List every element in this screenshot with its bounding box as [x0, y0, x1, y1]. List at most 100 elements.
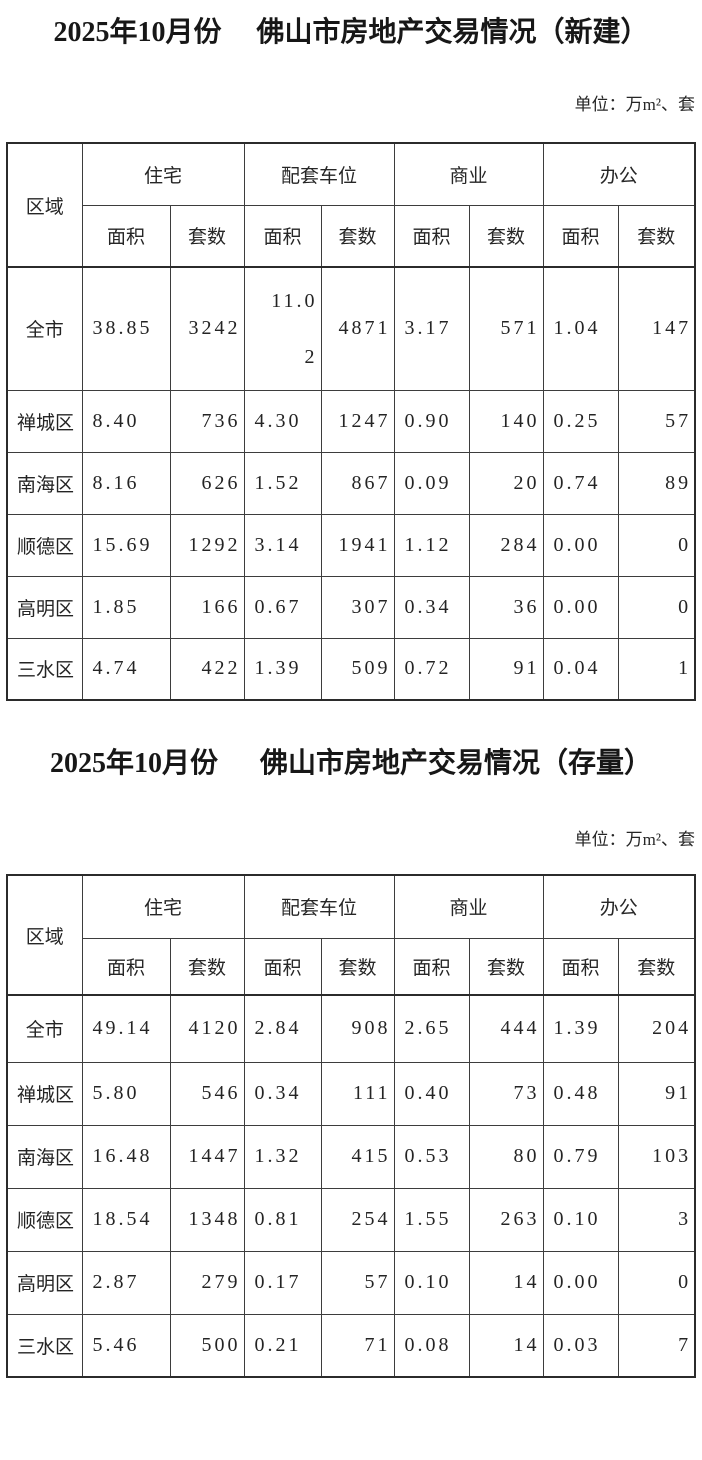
sub-header-count: 套数 [617, 937, 696, 996]
count-value-cell: 1247 [320, 389, 395, 453]
area-value-cell: 0.00 [542, 1250, 619, 1315]
header-group-row: 区域 住宅 配套车位 商业 办公 [6, 874, 696, 996]
count-value-cell: 3 [617, 1187, 696, 1252]
count-value-cell: 500 [169, 1313, 245, 1378]
region-cell: 顺德区 [6, 513, 83, 577]
region-cell: 全市 [6, 266, 83, 391]
count-value-cell: 415 [320, 1124, 395, 1189]
count-value-cell: 0 [617, 1250, 696, 1315]
table-row: 高明区 1.85 166 0.67 307 0.34 36 0.00 0 [6, 575, 696, 639]
count-value-cell: 736 [169, 389, 245, 453]
area-value-cell: 0.25 [542, 389, 619, 453]
count-value-cell: 20 [468, 451, 544, 515]
unit-label: 单位：万m²、套 [574, 830, 695, 849]
area-value-cell: 5.46 [81, 1313, 171, 1378]
region-cell: 禅城区 [6, 389, 83, 453]
table-row: 顺德区 18.54 1348 0.81 254 1.55 263 0.10 3 [6, 1187, 696, 1252]
area-value-cell: 8.16 [81, 451, 171, 515]
count-value-cell: 626 [169, 451, 245, 515]
count-value-cell: 147 [617, 266, 696, 391]
count-value-cell: 1292 [169, 513, 245, 577]
area-value-cell: 0.00 [542, 513, 619, 577]
count-value-cell: 91 [617, 1061, 696, 1126]
header-sub-row: 面积 套数 面积 套数 面积 套数 面积 套数 [7, 204, 696, 268]
report-section-new-build: 2025年10月份 佛山市房地产交易情况（新建） 单位：万m²、套 区域 住宅 配套… [0, 14, 702, 701]
region-cell: 顺德区 [6, 1187, 83, 1252]
area-value-cell: 1.12 [393, 513, 470, 577]
group-header: 配套车位 [243, 142, 395, 206]
table-row: 禅城区 8.40 736 4.30 1247 0.90 140 0.25 57 [6, 389, 696, 453]
count-value-cell: 307 [320, 575, 395, 639]
transactions-table-new-build: 区域 住宅 配套车位 商业 办公 面积 套数 面积 套数 面积 套数 面积 套数 全市 38.85 3242… [6, 142, 697, 701]
total-row: 全市 38.85 3242 11.0 2 4871 3.17 571 1.04 147 [6, 266, 696, 391]
area-value-cell: 0.53 [393, 1124, 470, 1189]
area-value-cell: 38.85 [81, 266, 171, 391]
count-value-cell: 263 [468, 1187, 544, 1252]
area-value-cell: 11.0 2 [243, 266, 322, 391]
area-value-cell: 0.48 [542, 1061, 619, 1126]
region-cell: 三水区 [6, 637, 83, 701]
region-cell: 三水区 [6, 1313, 83, 1378]
area-value-cell: 0.34 [243, 1061, 322, 1126]
count-value-cell: 73 [468, 1061, 544, 1126]
table-body: 全市 49.14 4120 2.84 908 2.65 444 1.39 204 禅城区 5.80 5… [6, 994, 696, 1378]
report-title: 2025年10月份 佛山市房地产交易情况（新建） [53, 17, 649, 48]
area-value-cell: 0.09 [393, 451, 470, 515]
group-header: 配套车位 [243, 874, 395, 939]
area-value-cell: 0.72 [393, 637, 470, 701]
area-value-cell: 8.40 [81, 389, 171, 453]
area-value-cell: 0.67 [243, 575, 322, 639]
count-value-cell: 14 [468, 1250, 544, 1315]
table-row: 三水区 5.46 500 0.21 71 0.08 14 0.03 7 [6, 1313, 696, 1378]
area-value-cell: 5.80 [81, 1061, 171, 1126]
report-title: 2025年10月份 佛山市房地产交易情况（存量） [49, 748, 652, 779]
total-row: 全市 49.14 4120 2.84 908 2.65 444 1.39 204 [6, 994, 696, 1063]
table-header: 区域 住宅 配套车位 商业 办公 面积 套数 面积 套数 面积 套数 面积 套数 [6, 142, 696, 268]
area-value-cell: 2.87 [81, 1250, 171, 1315]
area-value-cell: 18.54 [81, 1187, 171, 1252]
count-value-cell: 908 [320, 994, 395, 1063]
count-value-cell: 571 [468, 266, 544, 391]
area-value-cell: 0.04 [542, 637, 619, 701]
table-row: 禅城区 5.80 546 0.34 111 0.40 73 0.48 91 [6, 1061, 696, 1126]
count-value-cell: 1348 [169, 1187, 245, 1252]
sub-header-count: 套数 [320, 204, 395, 268]
group-header: 住宅 [81, 142, 245, 206]
area-value-cell: 0.00 [542, 575, 619, 639]
count-value-cell: 103 [617, 1124, 696, 1189]
area-value-cell: 1.39 [542, 994, 619, 1063]
count-value-cell: 1941 [320, 513, 395, 577]
group-header: 办公 [542, 874, 696, 939]
count-value-cell: 80 [468, 1124, 544, 1189]
count-value-cell: 36 [468, 575, 544, 639]
area-value-cell: 15.69 [81, 513, 171, 577]
area-value-cell: 1.85 [81, 575, 171, 639]
area-value-cell: 0.10 [393, 1250, 470, 1315]
area-value-cell: 1.04 [542, 266, 619, 391]
area-value-cell: 0.21 [243, 1313, 322, 1378]
area-value-cell: 1.52 [243, 451, 322, 515]
area-value-cell: 0.34 [393, 575, 470, 639]
unit-label: 单位：万m²、套 [574, 95, 695, 114]
area-value-cell: 0.79 [542, 1124, 619, 1189]
area-value-cell: 0.74 [542, 451, 619, 515]
region-cell: 南海区 [6, 1124, 83, 1189]
group-header: 商业 [393, 142, 544, 206]
area-value-cell: 1.39 [243, 637, 322, 701]
count-value-cell: 0 [617, 575, 696, 639]
area-value-cell: 1.55 [393, 1187, 470, 1252]
region-cell: 禅城区 [6, 1061, 83, 1126]
region-cell: 高明区 [6, 575, 83, 639]
count-value-cell: 1447 [169, 1124, 245, 1189]
count-value-cell: 279 [169, 1250, 245, 1315]
area-value-cell: 0.17 [243, 1250, 322, 1315]
count-value-cell: 254 [320, 1187, 395, 1252]
table-body: 全市 38.85 3242 11.0 2 4871 3.17 571 1.04 147 禅城区 8.… [6, 266, 696, 701]
header-group-row: 区域 住宅 配套车位 商业 办公 [6, 142, 696, 268]
count-value-cell: 509 [320, 637, 395, 701]
count-value-cell: 1 [617, 637, 696, 701]
sub-header-area: 面积 [542, 937, 619, 996]
count-value-cell: 444 [468, 994, 544, 1063]
count-value-cell: 4871 [320, 266, 395, 391]
sub-header-count: 套数 [320, 937, 395, 996]
